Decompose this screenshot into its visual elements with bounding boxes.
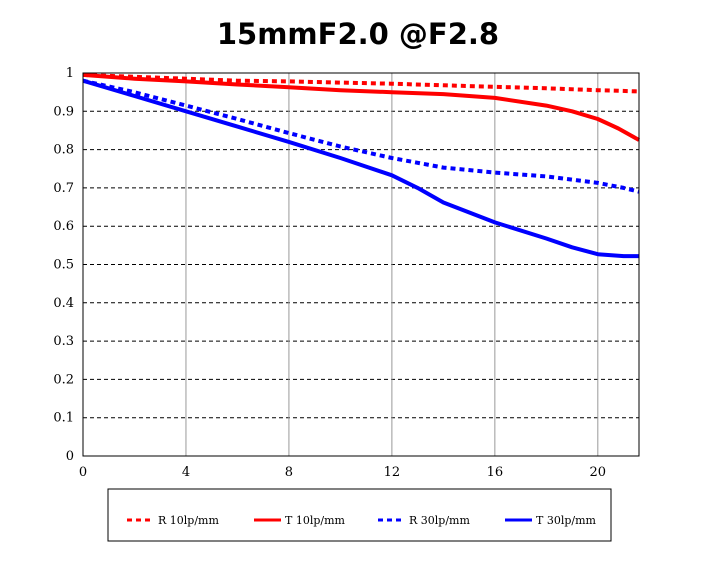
x-tick-label: 4 bbox=[182, 465, 190, 480]
series-line-2 bbox=[82, 72, 640, 142]
y-tick-label: 0.5 bbox=[53, 258, 74, 273]
y-tick-label: 0.6 bbox=[53, 219, 74, 234]
plot-frame bbox=[82, 72, 640, 457]
y-tick-label: 0.3 bbox=[53, 334, 74, 349]
y-tick-label: 0.9 bbox=[53, 104, 74, 119]
x-tick-label: 12 bbox=[384, 465, 401, 480]
y-tick-label: 0.1 bbox=[53, 411, 74, 426]
series-line-1 bbox=[82, 72, 640, 94]
legend-label: R 10lp/mm bbox=[158, 514, 219, 527]
y-tick-label: 0.4 bbox=[53, 296, 74, 311]
grid bbox=[83, 73, 639, 456]
legend-label: T 10lp/mm bbox=[285, 514, 346, 527]
series-lines bbox=[82, 72, 640, 259]
chart-title: 15mmF2.0 @F2.8 bbox=[217, 17, 499, 51]
legend-box bbox=[107, 488, 612, 542]
x-tick-label: 8 bbox=[285, 465, 293, 480]
legend-label: R 30lp/mm bbox=[409, 514, 470, 527]
y-tick-label: 0.7 bbox=[53, 181, 74, 196]
y-axis-ticks: 0 0.1 0.2 0.3 0.4 0.5 0.6 0.7 0.8 0.9 1 bbox=[53, 66, 74, 464]
y-tick-label: 0.8 bbox=[53, 143, 74, 158]
y-tick-label: 1 bbox=[66, 66, 74, 81]
y-tick-label: 0.2 bbox=[53, 372, 74, 387]
series-line-3 bbox=[82, 78, 640, 194]
x-tick-label: 20 bbox=[590, 465, 607, 480]
x-axis-ticks: 0 4 8 12 16 20 bbox=[79, 465, 606, 480]
series-line-4 bbox=[82, 78, 639, 259]
legend-label: T 30lp/mm bbox=[536, 514, 597, 527]
x-tick-label: 16 bbox=[487, 465, 504, 480]
y-tick-label: 0 bbox=[66, 449, 74, 464]
x-tick-label: 0 bbox=[79, 465, 87, 480]
legend: R 10lp/mm T 10lp/mm R 30lp/mm T 30lp/mm bbox=[107, 488, 612, 542]
